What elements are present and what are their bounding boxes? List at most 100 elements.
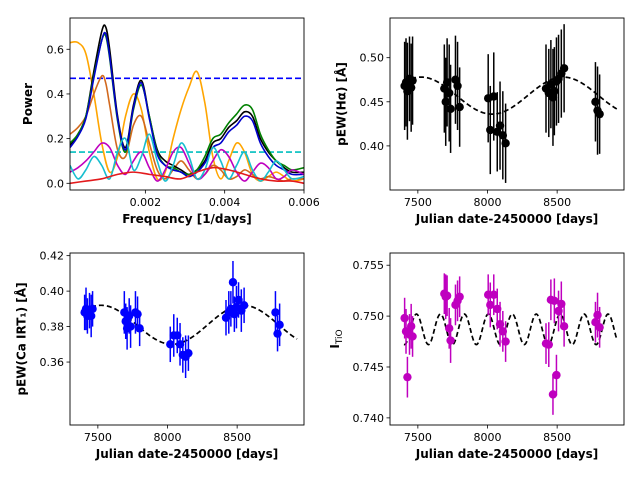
- data-point: [595, 109, 604, 119]
- data-point: [591, 97, 600, 106]
- data-point: [501, 337, 510, 346]
- panel-ca-irt: 7500 8000 8500 0.36 0.38 0.40 0.42 Julian date-…: [14, 250, 305, 461]
- y-tick-label: 0.745: [353, 361, 385, 374]
- data-point: [444, 88, 454, 98]
- y-axis-label: pEW(Ca IRT₁) [Å]: [14, 282, 29, 395]
- data-point: [406, 322, 416, 331]
- data-point: [446, 336, 455, 345]
- data-point: [133, 309, 142, 319]
- y-tick-label: 0.40: [40, 285, 65, 298]
- y-tick-label: 0.50: [360, 52, 385, 65]
- y-tick-label: 0.755: [353, 259, 385, 272]
- data-point: [455, 292, 464, 301]
- model-curve: [403, 76, 618, 115]
- model-curve: [83, 304, 298, 346]
- axes-frame: [69, 252, 305, 426]
- data-point: [228, 278, 238, 287]
- x-tick-label: 0.002: [130, 196, 162, 209]
- data-point: [552, 370, 561, 380]
- y-axis-label-subscript: TiO: [335, 329, 345, 345]
- plot-area: [80, 260, 298, 379]
- data-point: [489, 92, 498, 101]
- y-tick-label: 0.40: [360, 140, 385, 153]
- series-line-magenta: [70, 142, 304, 182]
- axes-frame: [389, 252, 625, 426]
- y-tick-label: 0.2: [47, 133, 65, 146]
- data-point: [408, 332, 417, 341]
- data-point: [184, 348, 193, 358]
- data-point: [544, 340, 553, 349]
- x-tick-label: 8500: [543, 431, 571, 444]
- x-tick-label: 0.006: [288, 196, 320, 209]
- axes-frame: [389, 17, 625, 191]
- series-line-black: [70, 24, 304, 176]
- x-tick-label: 7500: [404, 196, 432, 209]
- data-point: [593, 310, 602, 320]
- data-point: [550, 296, 559, 306]
- data-point: [239, 301, 249, 310]
- y-tick-label: 0.740: [353, 412, 385, 425]
- y-tick-label: 0.4: [47, 88, 65, 101]
- data-point: [275, 320, 284, 330]
- data-point: [444, 324, 454, 333]
- data-point: [550, 87, 559, 96]
- x-tick-label: 8500: [543, 196, 571, 209]
- x-tick-label: 7500: [404, 431, 432, 444]
- y-axis-label: Power: [21, 83, 35, 125]
- panel-periodogram: 0.002 0.004 0.006 0.0 0.2 0.4 0.6 Frequency [1/…: [21, 17, 320, 226]
- x-axis-label: Julian date-2450000 [days]: [95, 447, 278, 461]
- x-axis-label: Frequency [1/days]: [122, 212, 251, 226]
- data-point: [559, 64, 569, 73]
- data-point: [126, 322, 135, 331]
- data-point: [559, 322, 569, 331]
- data-point: [88, 304, 97, 314]
- y-axis-label: ITiO: [328, 329, 345, 348]
- data-point: [166, 340, 175, 349]
- panel-tio: 7500 8000 8500 0.740 0.745 0.750 0.755 Julian d…: [328, 252, 625, 461]
- data-point: [442, 291, 452, 300]
- plot-area: [400, 273, 618, 415]
- y-tick-label: 0.0: [47, 177, 65, 190]
- data-point: [273, 329, 282, 338]
- data-point: [453, 81, 462, 91]
- y-tick-label: 0.36: [40, 356, 65, 369]
- series-line-cyan: [70, 133, 304, 182]
- x-tick-label: 0.004: [209, 196, 241, 209]
- data-point: [400, 313, 409, 323]
- data-point: [408, 76, 417, 85]
- y-tick-label: 0.45: [360, 96, 385, 109]
- series-line-red: [70, 166, 304, 185]
- y-tick-label: 0.750: [353, 310, 385, 323]
- y-tick-label: 0.6: [47, 43, 65, 56]
- x-tick-label: 8000: [474, 196, 502, 209]
- model-curve: [403, 313, 618, 346]
- data-point: [595, 323, 604, 332]
- x-tick-label: 7500: [84, 431, 112, 444]
- x-tick-label: 8000: [474, 431, 502, 444]
- panel-halpha: 7500 8000 8500 0.40 0.45 0.50 Julian date-2450…: [334, 17, 625, 226]
- data-point: [501, 139, 510, 148]
- x-tick-label: 8500: [223, 431, 251, 444]
- x-tick-label: 8000: [154, 431, 182, 444]
- plot-area: [70, 24, 304, 185]
- y-tick-label: 0.38: [40, 321, 65, 334]
- plot-area: [400, 24, 618, 183]
- data-point: [403, 372, 412, 382]
- data-point: [548, 390, 558, 399]
- y-tick-label: 0.42: [40, 250, 65, 263]
- data-point: [486, 300, 495, 310]
- data-point: [271, 308, 280, 317]
- series-line-blue: [70, 31, 304, 178]
- data-point: [455, 102, 464, 112]
- data-point: [486, 125, 495, 135]
- x-axis-label: Julian date-2450000 [days]: [415, 447, 598, 461]
- data-point: [406, 83, 416, 92]
- axes-frame: [69, 17, 305, 191]
- y-axis-label: pEW(Hα) [Å]: [334, 62, 349, 146]
- data-point: [86, 311, 96, 321]
- y-axis-label-main: I: [328, 344, 342, 348]
- x-axis-label: Julian date-2450000 [days]: [415, 212, 598, 226]
- data-point: [489, 290, 498, 299]
- data-point: [446, 104, 455, 114]
